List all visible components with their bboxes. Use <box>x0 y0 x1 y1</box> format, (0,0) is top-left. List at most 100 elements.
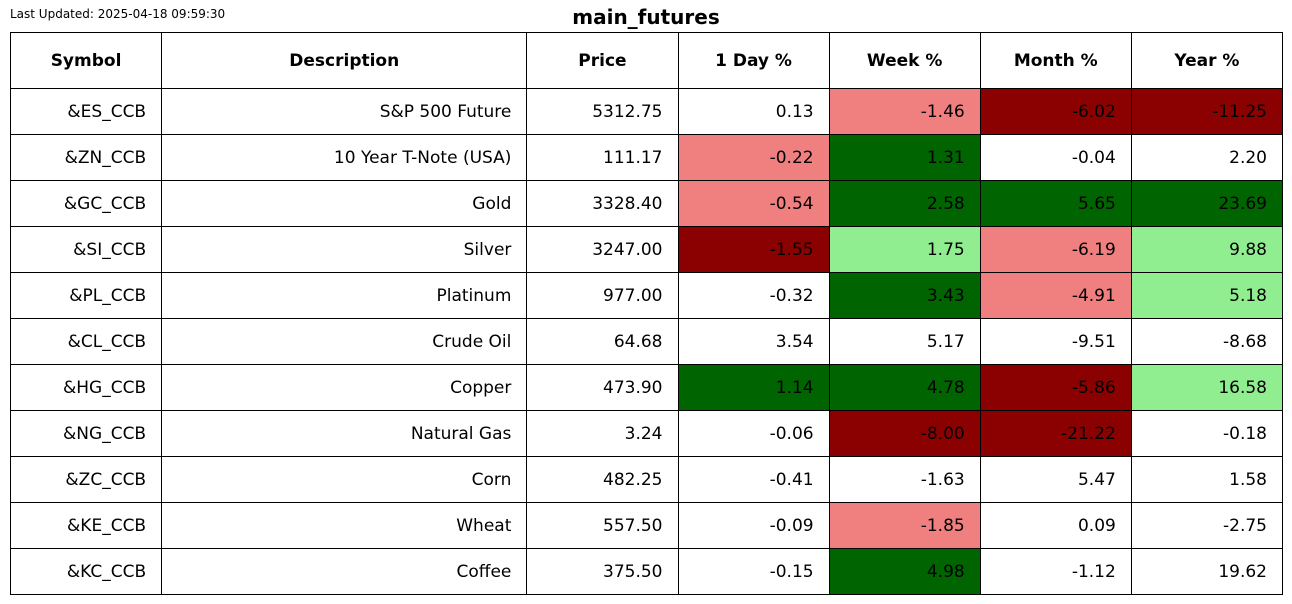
column-header-symbol: Symbol <box>9 32 163 89</box>
table-title: main_futures <box>572 5 720 29</box>
futures-table: Symbol Description Price 1 Day % Week % … <box>9 32 1284 595</box>
price-cell: 3.24 <box>526 410 679 457</box>
month-pct-cell: -5.86 <box>979 364 1132 411</box>
month-pct-cell: -6.02 <box>979 88 1132 135</box>
week-pct-cell: 4.78 <box>828 364 981 411</box>
month-pct-cell: -9.51 <box>979 318 1132 365</box>
week-pct-cell: 5.17 <box>828 318 981 365</box>
table-row: &ES_CCB S&P 500 Future 5312.75 0.13 -1.46 -6.… <box>9 88 1284 135</box>
price-cell: 473.90 <box>526 364 679 411</box>
table-body: &ES_CCB S&P 500 Future 5312.75 0.13 -1.46 -6.… <box>9 88 1284 595</box>
price-cell: 482.25 <box>526 456 679 503</box>
description-cell: Gold <box>161 180 528 227</box>
description-cell: Natural Gas <box>161 410 528 457</box>
day-pct-cell: -0.22 <box>677 134 830 181</box>
week-pct-cell: -8.00 <box>828 410 981 457</box>
table-row: &CL_CCB Crude Oil 64.68 3.54 5.17 -9.51 -8.68 <box>9 318 1284 365</box>
year-pct-cell: 16.58 <box>1130 364 1284 411</box>
column-header-price: Price <box>526 32 679 89</box>
symbol-cell: &PL_CCB <box>9 272 163 319</box>
table-row: &NG_CCB Natural Gas 3.24 -0.06 -8.00 -21.22 -0… <box>9 410 1284 457</box>
month-pct-cell: 0.09 <box>979 502 1132 549</box>
year-pct-cell: 1.58 <box>1130 456 1284 503</box>
table-row: &ZN_CCB 10 Year T-Note (USA) 111.17 -0.22 1.… <box>9 134 1284 181</box>
table-row: &SI_CCB Silver 3247.00 -1.55 1.75 -6.19 9.88 <box>9 226 1284 273</box>
description-cell: Crude Oil <box>161 318 528 365</box>
month-pct-cell: -6.19 <box>979 226 1132 273</box>
table-row: &GC_CCB Gold 3328.40 -0.54 2.58 5.65 23.69 <box>9 180 1284 227</box>
day-pct-cell: 0.13 <box>677 88 830 135</box>
year-pct-cell: -2.75 <box>1130 502 1284 549</box>
column-header-description: Description <box>161 32 528 89</box>
price-cell: 977.00 <box>526 272 679 319</box>
week-pct-cell: 1.31 <box>828 134 981 181</box>
year-pct-cell: 9.88 <box>1130 226 1284 273</box>
price-cell: 111.17 <box>526 134 679 181</box>
description-cell: 10 Year T-Note (USA) <box>161 134 528 181</box>
price-cell: 3328.40 <box>526 180 679 227</box>
symbol-cell: &KE_CCB <box>9 502 163 549</box>
column-header-day-pct: 1 Day % <box>677 32 830 89</box>
price-cell: 64.68 <box>526 318 679 365</box>
price-cell: 5312.75 <box>526 88 679 135</box>
last-updated-timestamp: Last Updated: 2025-04-18 09:59:30 <box>10 7 226 21</box>
symbol-cell: &NG_CCB <box>9 410 163 457</box>
month-pct-cell: 5.65 <box>979 180 1132 227</box>
symbol-cell: &KC_CCB <box>9 548 163 595</box>
column-header-month-pct: Month % <box>979 32 1132 89</box>
day-pct-cell: -1.55 <box>677 226 830 273</box>
day-pct-cell: -0.06 <box>677 410 830 457</box>
header-row: Symbol Description Price 1 Day % Week % … <box>9 32 1284 89</box>
column-header-year-pct: Year % <box>1130 32 1284 89</box>
year-pct-cell: 23.69 <box>1130 180 1284 227</box>
description-cell: Wheat <box>161 502 528 549</box>
column-header-week-pct: Week % <box>828 32 981 89</box>
week-pct-cell: -1.46 <box>828 88 981 135</box>
month-pct-cell: -21.22 <box>979 410 1132 457</box>
table-row: &ZC_CCB Corn 482.25 -0.41 -1.63 5.47 1.58 <box>9 456 1284 503</box>
symbol-cell: &ES_CCB <box>9 88 163 135</box>
table-row: &PL_CCB Platinum 977.00 -0.32 3.43 -4.91 5.18 <box>9 272 1284 319</box>
week-pct-cell: 3.43 <box>828 272 981 319</box>
year-pct-cell: 5.18 <box>1130 272 1284 319</box>
day-pct-cell: -0.54 <box>677 180 830 227</box>
symbol-cell: &ZC_CCB <box>9 456 163 503</box>
description-cell: Copper <box>161 364 528 411</box>
table-row: &KC_CCB Coffee 375.50 -0.15 4.98 -1.12 19.62 <box>9 548 1284 595</box>
week-pct-cell: 1.75 <box>828 226 981 273</box>
table-row: &HG_CCB Copper 473.90 1.14 4.78 -5.86 16.58 <box>9 364 1284 411</box>
year-pct-cell: -0.18 <box>1130 410 1284 457</box>
price-cell: 375.50 <box>526 548 679 595</box>
symbol-cell: &CL_CCB <box>9 318 163 365</box>
year-pct-cell: 2.20 <box>1130 134 1284 181</box>
year-pct-cell: -8.68 <box>1130 318 1284 365</box>
symbol-cell: &ZN_CCB <box>9 134 163 181</box>
description-cell: S&P 500 Future <box>161 88 528 135</box>
table-row: &KE_CCB Wheat 557.50 -0.09 -1.85 0.09 -2.75 <box>9 502 1284 549</box>
month-pct-cell: -4.91 <box>979 272 1132 319</box>
week-pct-cell: -1.85 <box>828 502 981 549</box>
description-cell: Silver <box>161 226 528 273</box>
day-pct-cell: 1.14 <box>677 364 830 411</box>
symbol-cell: &HG_CCB <box>9 364 163 411</box>
symbol-cell: &GC_CCB <box>9 180 163 227</box>
month-pct-cell: 5.47 <box>979 456 1132 503</box>
price-cell: 3247.00 <box>526 226 679 273</box>
day-pct-cell: -0.32 <box>677 272 830 319</box>
day-pct-cell: -0.41 <box>677 456 830 503</box>
day-pct-cell: 3.54 <box>677 318 830 365</box>
month-pct-cell: -0.04 <box>979 134 1132 181</box>
week-pct-cell: 4.98 <box>828 548 981 595</box>
day-pct-cell: -0.09 <box>677 502 830 549</box>
symbol-cell: &SI_CCB <box>9 226 163 273</box>
description-cell: Corn <box>161 456 528 503</box>
year-pct-cell: 19.62 <box>1130 548 1284 595</box>
description-cell: Platinum <box>161 272 528 319</box>
price-cell: 557.50 <box>526 502 679 549</box>
month-pct-cell: -1.12 <box>979 548 1132 595</box>
description-cell: Coffee <box>161 548 528 595</box>
week-pct-cell: -1.63 <box>828 456 981 503</box>
year-pct-cell: -11.25 <box>1130 88 1284 135</box>
week-pct-cell: 2.58 <box>828 180 981 227</box>
day-pct-cell: -0.15 <box>677 548 830 595</box>
